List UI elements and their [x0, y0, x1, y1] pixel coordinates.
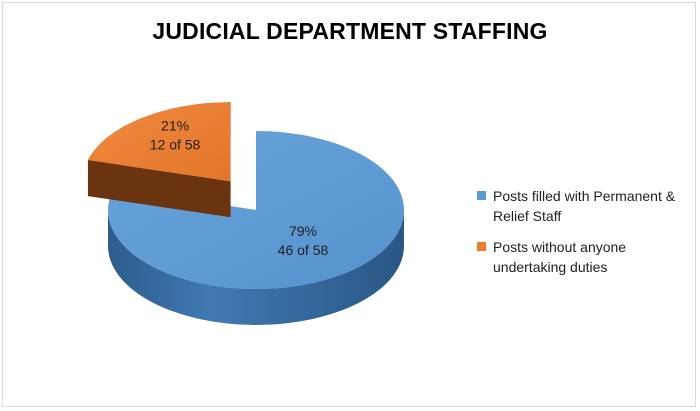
slice-0-top — [107, 131, 404, 289]
slice-1-top — [87, 102, 231, 182]
legend-label-0: Posts filled with Permanent & Relief Sta… — [493, 188, 676, 224]
legend-item-0: Posts filled with Permanent & Relief Sta… — [477, 186, 692, 226]
slice-1-wall-0 — [87, 160, 231, 218]
legend: Posts filled with Permanent & Relief Sta… — [477, 186, 692, 288]
chart-title: JUDICIAL DEPARTMENT STAFFING — [152, 18, 548, 44]
legend-swatch-0 — [477, 191, 486, 200]
legend-item-1: Posts without anyone undertaking duties — [477, 237, 692, 277]
slice-1-percent-label: 21% — [161, 117, 189, 133]
slice-0-percent-label: 79% — [289, 223, 317, 239]
legend-swatch-1 — [477, 242, 486, 251]
slice-0-count-label: 46 of 58 — [278, 242, 329, 258]
legend-label-1: Posts without anyone undertaking duties — [493, 239, 627, 275]
slice-0-outer-wall-0 — [108, 210, 404, 325]
slice-1-count-label: 12 of 58 — [150, 136, 201, 152]
